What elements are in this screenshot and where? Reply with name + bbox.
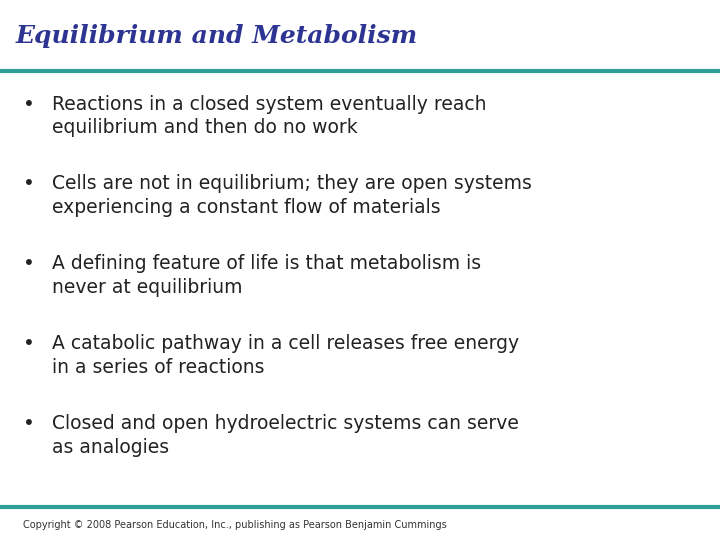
Text: •: • [23, 94, 35, 113]
Text: Cells are not in equilibrium; they are open systems
experiencing a constant flow: Cells are not in equilibrium; they are o… [52, 174, 531, 217]
Text: •: • [23, 254, 35, 273]
Text: A defining feature of life is that metabolism is
never at equilibrium: A defining feature of life is that metab… [52, 254, 481, 297]
Text: •: • [23, 414, 35, 433]
Text: Equilibrium and Metabolism: Equilibrium and Metabolism [16, 24, 418, 48]
Text: •: • [23, 174, 35, 193]
Text: Copyright © 2008 Pearson Education, Inc., publishing as Pearson Benjamin Cumming: Copyright © 2008 Pearson Education, Inc.… [23, 520, 447, 530]
Text: A catabolic pathway in a cell releases free energy
in a series of reactions: A catabolic pathway in a cell releases f… [52, 334, 519, 377]
Text: Reactions in a closed system eventually reach
equilibrium and then do no work: Reactions in a closed system eventually … [52, 94, 486, 137]
Text: Closed and open hydroelectric systems can serve
as analogies: Closed and open hydroelectric systems ca… [52, 414, 518, 457]
Text: •: • [23, 334, 35, 353]
